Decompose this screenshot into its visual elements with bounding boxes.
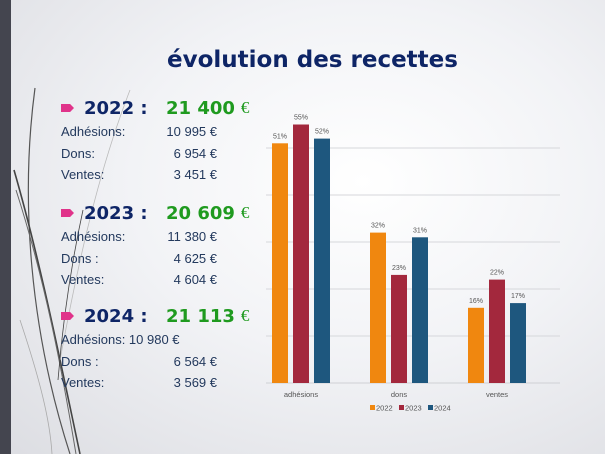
legend-label: 2024 (434, 404, 451, 413)
year-block-2024: 2024 : 21 113 € Adhésions: 10 980 € Dons… (61, 303, 249, 394)
row-label: Dons: (61, 145, 95, 161)
row-label: Dons : (61, 353, 99, 369)
legend-swatch-2023 (399, 405, 404, 410)
revenue-row: Dons : 4 625 € (61, 248, 249, 270)
bar-2024-dons (412, 237, 428, 383)
data-label: 22% (490, 270, 504, 277)
revenue-row: Ventes: 3 451 € (61, 164, 249, 186)
row-value: 3 451 € (173, 167, 217, 183)
revenue-row: Adhésions: 10 995 € (61, 121, 249, 143)
row-label: Ventes: (61, 375, 105, 391)
row-value: 6 564 € (173, 353, 217, 369)
bar-2023-dons (391, 274, 407, 383)
row-value: 11 380 € (167, 229, 217, 245)
bar-2024-ventes (510, 303, 526, 383)
currency-symbol: € (240, 306, 250, 325)
revenue-row: Dons : 6 564 € (61, 351, 249, 373)
page-title: évolution des recettes (167, 47, 458, 73)
row-value: 10 995 € (166, 124, 217, 140)
currency-symbol: € (240, 203, 250, 222)
data-label: 32% (371, 223, 385, 230)
arrow-bullet-icon (61, 209, 74, 217)
x-tick-label: dons (391, 390, 408, 399)
arrow-bullet-icon (61, 312, 74, 320)
year-label: 2022 : (84, 97, 148, 119)
revenue-row: Adhésions: 11 380 € (61, 226, 249, 248)
bar-2022-ventes (468, 307, 484, 383)
legend-label: 2023 (405, 404, 422, 413)
bar-2023-adhésions (293, 124, 309, 383)
year-label: 2023 : (84, 202, 148, 224)
year-block-2022: 2022 : 21 400 € Adhésions: 10 995 € Dons:… (61, 95, 249, 186)
year-label: 2024 : (84, 305, 148, 327)
data-label: 23% (392, 265, 406, 272)
revenue-row: Ventes: 3 569 € (61, 372, 249, 394)
data-label: 55% (294, 115, 308, 122)
data-label: 52% (315, 129, 329, 136)
year-total: 20 609 (166, 202, 235, 224)
row-value: 6 954 € (173, 145, 217, 161)
revenue-row: Ventes: 4 604 € (61, 269, 249, 291)
x-tick-label: ventes (486, 390, 508, 399)
row-label: Adhésions: (61, 229, 126, 245)
bar-2024-adhésions (314, 138, 330, 383)
year-block-2023: 2023 : 20 609 € Adhésions: 11 380 € Dons … (61, 200, 249, 291)
data-label: 16% (469, 298, 483, 305)
revenue-row: Dons: 6 954 € (61, 143, 249, 165)
row-label: Ventes: (61, 272, 105, 288)
row-value: 3 569 € (173, 375, 217, 391)
row-label: Ventes: (61, 167, 105, 183)
row-value: 4 604 € (173, 272, 217, 288)
arrow-bullet-icon (61, 104, 74, 112)
row-label: Dons : (61, 250, 99, 266)
legend-swatch-2024 (428, 405, 433, 410)
data-label: 31% (413, 227, 427, 234)
bar-2022-dons (370, 232, 386, 383)
revenue-row: Adhésions: 10 980 € (61, 329, 249, 351)
data-label: 51% (273, 133, 287, 140)
data-label: 17% (511, 293, 525, 300)
legend-label: 2022 (376, 404, 393, 413)
left-accent-bar (0, 0, 11, 454)
bar-2022-adhésions (272, 143, 288, 383)
row-label: Adhésions: 10 980 € (61, 332, 180, 348)
row-label: Adhésions: (61, 124, 126, 140)
row-value: 4 625 € (173, 250, 217, 266)
year-total: 21 113 (166, 305, 235, 327)
currency-symbol: € (240, 98, 250, 117)
bar-2023-ventes (489, 279, 505, 383)
x-tick-label: adhésions (284, 390, 318, 399)
year-total: 21 400 (166, 97, 235, 119)
legend-swatch-2022 (370, 405, 375, 410)
